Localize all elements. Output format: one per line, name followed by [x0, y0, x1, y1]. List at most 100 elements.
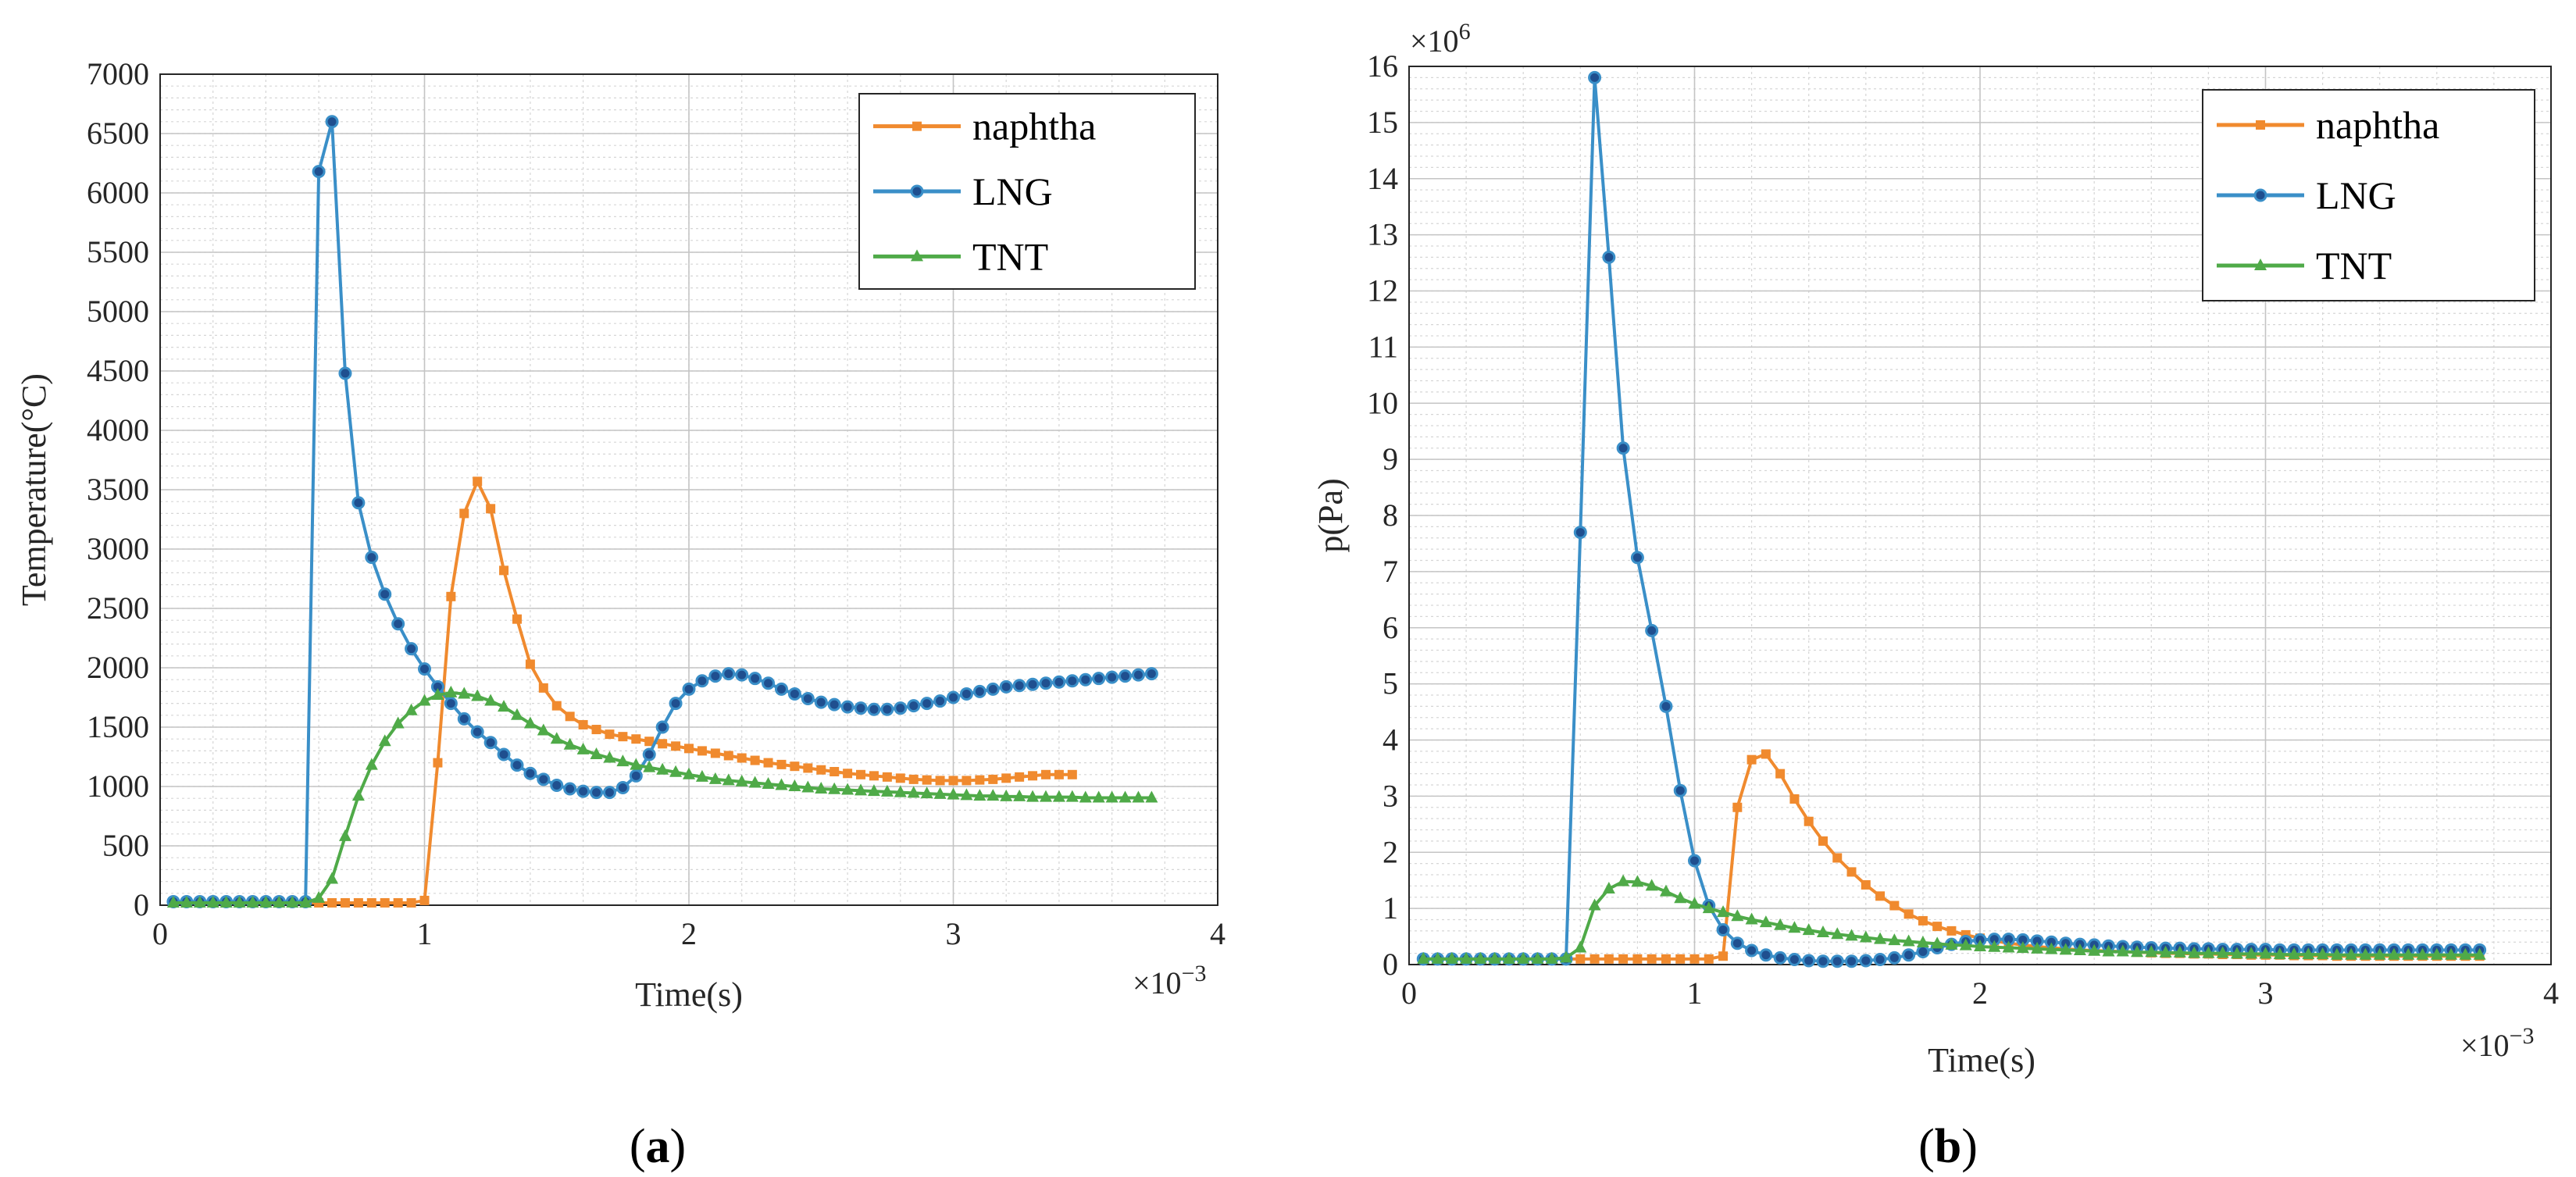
data-point-naphtha	[962, 776, 972, 786]
data-point-naphtha	[419, 895, 430, 905]
data-point-TNT	[1816, 926, 1829, 938]
data-point-naphtha	[1918, 915, 1928, 926]
data-point-TNT	[880, 784, 894, 797]
data-point-LNG	[695, 674, 709, 688]
legend-marker-naphtha	[912, 121, 922, 131]
data-point-LNG	[642, 747, 656, 761]
data-point-LNG	[378, 587, 392, 601]
caption-b: (b)	[1918, 1120, 1978, 1173]
data-point-LNG	[1745, 943, 1759, 958]
data-point-TNT	[1517, 951, 1530, 964]
data-point-TNT	[643, 760, 656, 772]
data-point-naphtha	[380, 897, 390, 908]
legend-item-LNG: LNG	[2217, 173, 2396, 217]
data-point-TNT	[1974, 940, 1986, 951]
data-point-TNT	[219, 895, 233, 908]
y-tick-label: 4000	[87, 412, 149, 448]
data-point-LNG	[391, 617, 405, 631]
data-point-LNG	[762, 676, 776, 690]
data-point-naphtha	[1775, 769, 1786, 779]
data-point-naphtha	[776, 759, 787, 769]
chart-a-plot-frame	[159, 73, 1218, 906]
data-point-LNG	[523, 766, 537, 780]
data-point-TNT	[2188, 946, 2201, 958]
data-point-TNT	[630, 758, 643, 770]
data-point-LNG	[602, 786, 616, 800]
data-point-TNT	[708, 772, 722, 784]
data-point-TNT	[1945, 937, 1958, 950]
data-point-LNG	[351, 496, 366, 510]
data-point-TNT	[1119, 790, 1132, 803]
x-tick-label: 1	[417, 916, 433, 951]
data-point-naphtha	[1054, 769, 1064, 779]
data-point-LNG	[1688, 854, 1701, 868]
y-tick-label: 7000	[87, 56, 149, 91]
data-point-TNT	[2159, 945, 2172, 958]
data-point-LNG	[1616, 441, 1630, 455]
data-point-LNG	[1759, 948, 1773, 962]
data-point-TNT	[1888, 933, 1901, 946]
data-point-LNG	[1659, 699, 1673, 713]
data-point-TNT	[365, 758, 378, 770]
data-point-naphtha	[1028, 771, 1038, 781]
x-tick-label: 2	[681, 916, 697, 951]
data-point-TNT	[312, 890, 326, 903]
y-tick-label: 500	[102, 828, 149, 863]
data-point-naphtha	[1732, 802, 1743, 812]
data-point-naphtha	[605, 729, 615, 740]
data-point-LNG	[1802, 954, 1816, 968]
data-point-LNG	[1887, 951, 1901, 965]
y-tick-label: 3500	[87, 472, 149, 507]
data-point-TNT	[498, 700, 511, 712]
data-point-TNT	[2445, 947, 2458, 960]
data-point-LNG	[1119, 669, 1133, 683]
chart-b-series	[1416, 70, 2487, 968]
x-tick-label: 4	[1210, 916, 1226, 951]
data-point-TNT	[273, 895, 286, 908]
chart-a-y-axis-label: Temperature(°C)	[15, 373, 53, 606]
data-point-TNT	[471, 689, 484, 701]
data-point-naphtha	[618, 732, 628, 742]
legend-marker-naphtha	[2256, 120, 2265, 130]
data-point-naphtha	[882, 772, 892, 782]
data-point-naphtha	[1675, 954, 1686, 964]
data-point-naphtha	[512, 614, 522, 624]
data-point-TNT	[1026, 790, 1040, 802]
data-point-LNG	[920, 697, 934, 711]
data-point-naphtha	[551, 701, 562, 711]
data-point-TNT	[735, 774, 748, 786]
data-point-LNG	[1052, 675, 1066, 689]
data-point-TNT	[2016, 941, 2029, 954]
data-point-TNT	[1000, 789, 1013, 801]
data-point-TNT	[1052, 790, 1065, 802]
x-tick-label: 3	[2258, 975, 2274, 1011]
data-point-TNT	[550, 732, 563, 744]
y-tick-label: 12	[1367, 273, 1398, 309]
data-point-TNT	[166, 895, 180, 908]
data-point-TNT	[405, 703, 418, 715]
data-point-naphtha	[406, 897, 416, 908]
data-point-naphtha	[723, 751, 733, 761]
data-point-TNT	[2073, 943, 2086, 956]
data-point-LNG	[735, 668, 749, 682]
data-point-naphtha	[340, 897, 350, 908]
legend-item-TNT: TNT	[2217, 244, 2392, 287]
data-point-LNG	[986, 682, 1000, 696]
data-point-LNG	[590, 786, 604, 800]
data-point-LNG	[1916, 944, 1930, 958]
data-point-naphtha	[353, 897, 363, 908]
legend-marker-LNG	[910, 184, 924, 198]
y-tick-label: 0	[134, 887, 149, 922]
data-point-LNG	[1673, 783, 1687, 797]
data-point-naphtha	[1661, 954, 1671, 964]
data-point-naphtha	[327, 897, 337, 908]
data-point-TNT	[299, 895, 312, 908]
data-point-LNG	[840, 700, 855, 714]
data-point-TNT	[2373, 947, 2386, 960]
data-point-TNT	[1545, 951, 1558, 964]
data-point-TNT	[1132, 790, 1145, 803]
data-point-TNT	[656, 762, 669, 775]
data-point-TNT	[1874, 932, 1887, 944]
data-point-LNG	[999, 679, 1013, 694]
legend-item-LNG: LNG	[873, 169, 1053, 213]
